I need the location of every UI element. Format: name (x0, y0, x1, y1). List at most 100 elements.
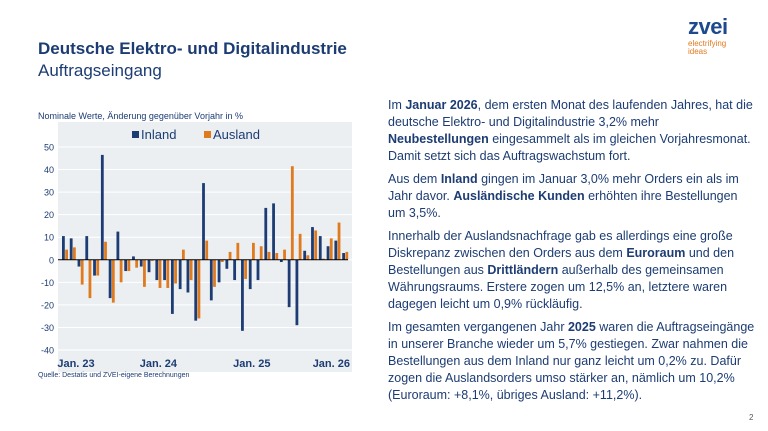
bar-inland (334, 240, 338, 260)
bar-inland (202, 183, 205, 260)
bar-ausland (150, 259, 154, 261)
y-tick-label: 0 (49, 255, 54, 265)
x-tick-label: Jan. 24 (140, 358, 178, 370)
text-run: gingen im Januar 3,0% mehr Orders ein al… (388, 172, 739, 203)
bar-ausland (80, 259, 84, 285)
bar-inland (256, 259, 260, 281)
bar-inland (170, 259, 174, 314)
bar-inland (241, 259, 244, 331)
bar-inland (62, 236, 65, 260)
text-run: Im (388, 98, 406, 112)
page-number: 2 (749, 413, 754, 422)
emphasis-text: Ausländische Kunden (453, 189, 585, 203)
emphasis-text: Inland (440, 172, 478, 186)
bar-ausland (111, 259, 115, 303)
bar-ausland (135, 259, 139, 268)
bar-inland (186, 259, 190, 293)
bar-ausland (252, 242, 255, 260)
page-subtitle: Auftragseingang (38, 61, 162, 80)
bar-ausland (236, 242, 240, 260)
bar-inland (116, 231, 120, 260)
x-tick-label: Jan. 23 (57, 358, 94, 370)
paragraph: Im gesamten vergangenen Jahr 2025 waren … (388, 319, 756, 404)
zvei-logo: zvei electrifying ideas (688, 14, 728, 56)
bar-inland (272, 203, 275, 260)
bar-inland (264, 207, 268, 260)
bar-ausland (329, 238, 333, 260)
text-run: außerhalb des gemeinsamen Währungsraums.… (388, 263, 728, 311)
y-tick-label: 30 (44, 188, 54, 198)
bar-ausland (337, 222, 341, 260)
bar-inland (147, 259, 151, 273)
y-tick-label: 20 (44, 210, 54, 220)
bar-inland (132, 256, 135, 260)
plot-background (58, 122, 352, 372)
bar-ausland (220, 259, 224, 263)
bar-inland (225, 259, 229, 269)
bar-ausland (205, 240, 209, 260)
bar-inland (100, 154, 104, 260)
bar-chart: -40 -30 -20 -10 0 10 20 30 40 50 Jan. 23 Jan. 24 Jan… (41, 122, 352, 372)
emphasis-text: 2025 (567, 320, 596, 334)
text-run: Innerhalb der Auslandsnachfrage gab es a… (388, 229, 733, 260)
y-tick-label: -20 (41, 300, 54, 310)
paragraph: Aus dem Inland gingen im Januar 3,0% meh… (388, 171, 756, 222)
bar-inland (248, 259, 252, 290)
emphasis-text: Drittländern (487, 263, 559, 277)
bar-inland (155, 259, 159, 281)
bar-ausland (322, 258, 325, 260)
bar-inland (69, 238, 73, 260)
bar-ausland (189, 259, 193, 281)
bar-ausland (213, 259, 216, 287)
bar-inland (295, 259, 299, 326)
bar-ausland (174, 259, 177, 284)
bar-ausland (228, 251, 232, 260)
y-tick-label: 10 (44, 233, 54, 243)
paragraph: Im Januar 2026, dem ersten Monat des lau… (388, 97, 756, 165)
x-tick-label: Jan. 26 (313, 358, 350, 370)
bar-ausland (72, 247, 76, 260)
bar-ausland (96, 259, 100, 276)
legend-swatch-inland (132, 131, 139, 138)
bar-inland (318, 236, 322, 260)
bar-ausland (181, 249, 185, 260)
x-tick-label: Jan. 25 (233, 358, 270, 370)
bar-inland (93, 259, 96, 276)
text-run: erhöhten ihre Bestellungen um 3,5%. (388, 189, 738, 220)
bar-ausland (283, 249, 286, 260)
bar-inland (194, 259, 198, 321)
bar-ausland (158, 259, 162, 288)
bar-inland (163, 259, 166, 281)
bar-ausland (143, 259, 146, 287)
emphasis-text: Euroraum (626, 246, 686, 260)
legend-label: Ausland (213, 127, 260, 142)
bar-ausland (166, 259, 170, 288)
bar-inland (287, 259, 291, 308)
bar-inland (178, 259, 182, 290)
bar-ausland (267, 251, 271, 260)
bar-inland (326, 246, 330, 260)
paragraph: Innerhalb der Auslandsnachfrage gab es a… (388, 228, 756, 313)
legend-swatch-ausland (204, 131, 211, 138)
y-tick-label: 50 (44, 143, 54, 153)
bar-inland (303, 250, 307, 260)
bar-ausland (127, 259, 131, 272)
text-run: eingesammelt als im gleichen Vorjahresmo… (388, 132, 751, 163)
y-tick-label: -40 (41, 346, 54, 356)
bar-inland (342, 253, 346, 260)
bar-ausland (314, 230, 318, 260)
bar-inland (108, 259, 112, 299)
bar-inland (279, 259, 283, 263)
bar-inland (139, 259, 143, 267)
text-run: Im gesamten vergangenen Jahr (388, 320, 568, 334)
bar-ausland (275, 253, 279, 260)
y-tick-label: 40 (44, 165, 54, 175)
text-run: waren die Auftragseingänge in unserer Br… (388, 320, 755, 402)
bar-ausland (244, 259, 248, 279)
bar-inland (85, 236, 89, 260)
legend-label: Inland (141, 127, 176, 142)
text-run: , dem ersten Monat des laufenden Jahres,… (388, 98, 753, 129)
bar-ausland (298, 233, 302, 260)
emphasis-text: Neubestellungen (388, 132, 489, 146)
text-run: Aus dem (388, 172, 441, 186)
